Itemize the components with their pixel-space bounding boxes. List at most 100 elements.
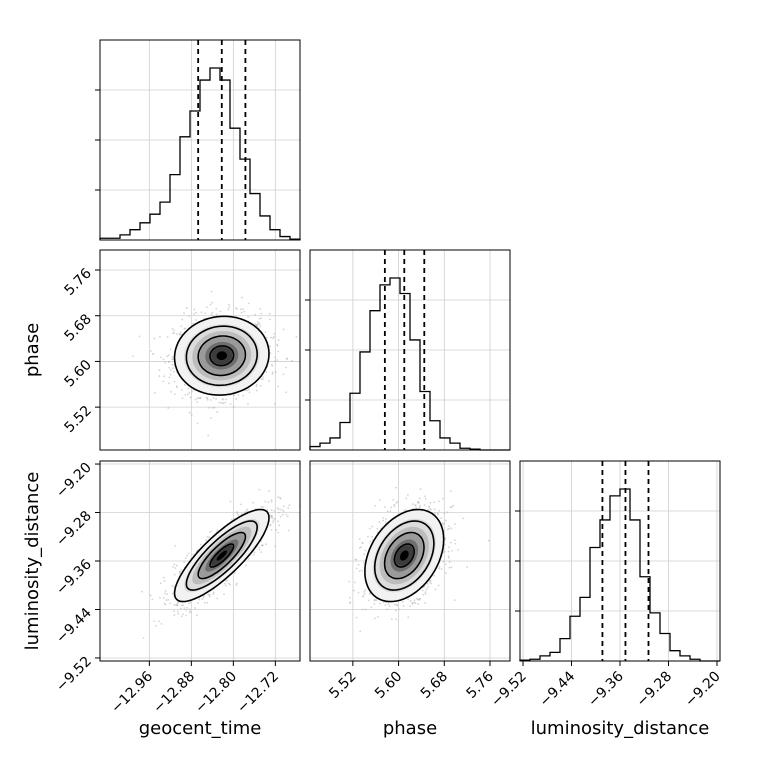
- scatter-point: [229, 403, 232, 405]
- scatter-point: [267, 501, 270, 504]
- scatter-point: [446, 528, 449, 531]
- scatter-point: [444, 563, 447, 566]
- scatter-point: [182, 613, 184, 616]
- scatter-point: [166, 593, 169, 596]
- scatter-point: [168, 376, 171, 379]
- scatter-point: [433, 508, 436, 511]
- scatter-point: [392, 498, 395, 501]
- scatter-point: [348, 602, 351, 605]
- scatter-point: [197, 602, 199, 604]
- x-tick-label-phase: 5.60: [372, 669, 405, 702]
- scatter-point: [382, 517, 385, 519]
- scatter-panel-geocent_time-phase: [99, 249, 301, 451]
- scatter-point: [158, 375, 161, 377]
- y-tick-label-phase: 5.60: [61, 357, 94, 390]
- scatter-point: [429, 581, 431, 584]
- scatter-point: [281, 513, 284, 516]
- scatter-point: [177, 601, 180, 604]
- scatter-point: [437, 584, 440, 587]
- scatter-point: [173, 393, 176, 395]
- scatter-point: [199, 543, 202, 546]
- scatter-point: [396, 604, 399, 607]
- scatter-point: [358, 538, 361, 541]
- scatter-point: [348, 596, 351, 599]
- scatter-point: [169, 368, 172, 371]
- scatter-point: [448, 557, 450, 559]
- x-tick-label-luminosity_distance: −9.44: [537, 668, 579, 710]
- contour-line: [197, 335, 247, 377]
- scatter-point: [430, 582, 433, 585]
- scatter-point: [252, 501, 255, 504]
- hist-panel-geocent_time: [95, 39, 301, 241]
- scatter-point: [202, 596, 205, 599]
- scatter-point: [189, 601, 192, 604]
- scatter-point: [209, 303, 212, 306]
- scatter-point: [374, 617, 376, 620]
- scatter-point: [164, 590, 167, 592]
- scatter-point: [438, 567, 440, 570]
- scatter-point: [216, 597, 218, 600]
- x-tick-label-geocent_time: −12.72: [234, 669, 282, 717]
- scatter-point: [402, 604, 405, 607]
- scatter-point: [244, 511, 246, 514]
- scatter-point: [259, 384, 262, 387]
- scatter-point: [194, 398, 197, 401]
- scatter-point: [173, 604, 176, 607]
- scatter-point: [279, 496, 281, 499]
- scatter-point: [194, 607, 197, 609]
- scatter-point: [212, 593, 215, 595]
- scatter-point: [355, 616, 358, 619]
- scatter-point: [216, 529, 219, 532]
- scatter-point: [277, 496, 280, 499]
- scatter-point: [198, 397, 200, 400]
- scatter-point: [277, 520, 279, 523]
- scatter-point: [162, 358, 165, 361]
- density-level: [216, 550, 227, 561]
- scatter-point: [229, 500, 232, 503]
- scatter-point: [452, 504, 455, 507]
- scatter-point: [260, 312, 263, 315]
- scatter-point: [208, 406, 211, 409]
- scatter-point: [163, 576, 165, 579]
- scatter-point: [429, 501, 432, 504]
- scatter-point: [418, 598, 421, 601]
- scatter-point: [228, 306, 231, 309]
- scatter-point: [208, 531, 211, 534]
- scatter-point: [447, 555, 450, 558]
- scatter-point: [363, 553, 365, 556]
- scatter-point: [429, 507, 432, 510]
- scatter-point: [353, 581, 356, 584]
- scatter-point: [438, 509, 441, 512]
- contour-line: [393, 543, 415, 568]
- scatter-point: [171, 592, 174, 595]
- scatter-point: [140, 590, 143, 593]
- scatter-panel-phase-luminosity_distance: [309, 460, 511, 662]
- scatter-point: [243, 310, 246, 313]
- scatter-point: [390, 506, 393, 509]
- scatter-point: [273, 517, 276, 520]
- scatter-point: [210, 417, 212, 419]
- scatter-point: [376, 527, 379, 530]
- scatter-point: [382, 519, 385, 522]
- panel-frame: [309, 460, 511, 662]
- contour-line: [373, 520, 435, 591]
- scatter-point: [166, 355, 168, 358]
- scatter-point: [409, 605, 412, 608]
- histogram-step-geocent_time: [99, 67, 301, 240]
- y-tick-label-luminosity_distance: −9.36: [53, 556, 95, 598]
- panel-frame: [99, 39, 301, 241]
- scatter-point: [269, 345, 271, 348]
- scatter-point: [384, 604, 387, 606]
- scatter-point: [168, 366, 171, 369]
- scatter-point: [361, 541, 364, 544]
- scatter-point: [159, 336, 161, 338]
- y-tick-label-luminosity_distance: −9.28: [53, 508, 95, 550]
- scatter-point: [232, 405, 235, 408]
- scatter-point: [229, 583, 232, 586]
- scatter-point: [266, 509, 269, 511]
- scatter-point: [222, 402, 225, 405]
- density-level: [399, 550, 409, 561]
- scatter-point: [457, 548, 459, 551]
- scatter-point: [203, 317, 206, 320]
- scatter-point: [417, 603, 420, 605]
